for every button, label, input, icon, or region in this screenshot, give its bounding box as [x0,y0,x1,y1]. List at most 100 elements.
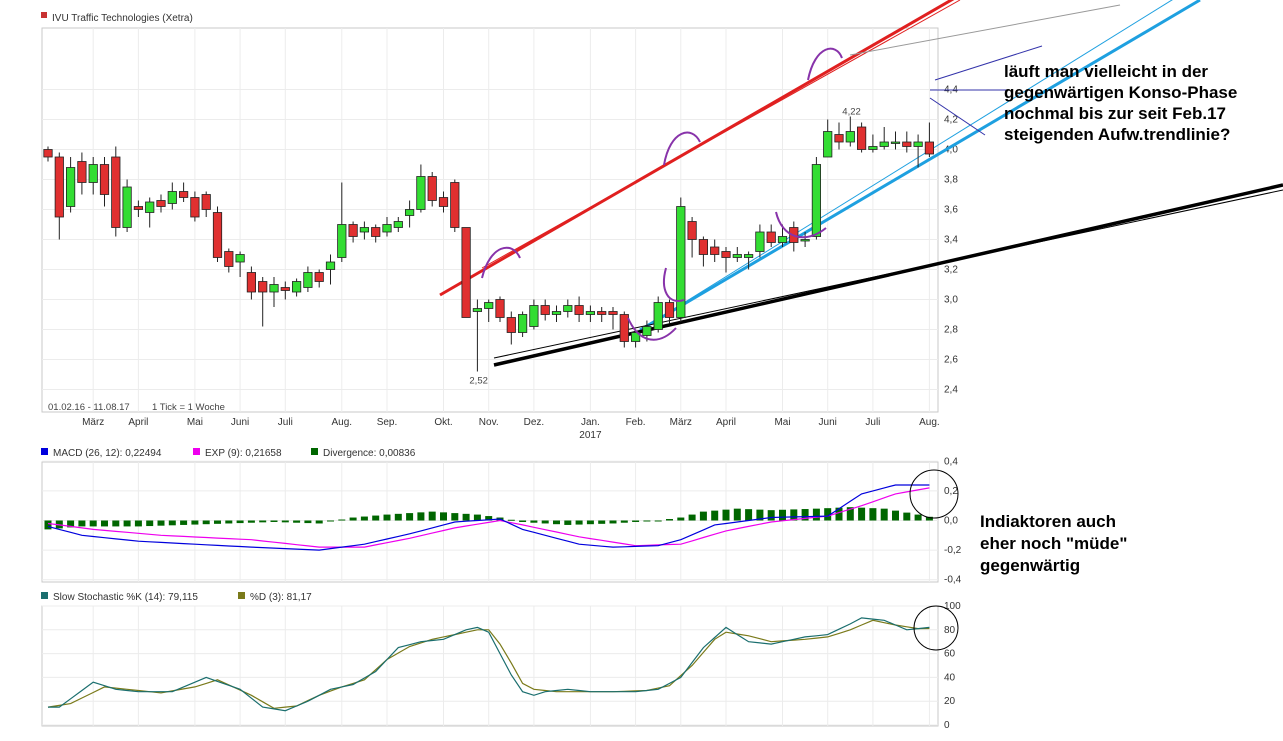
interval-label: 1 Tick = 1 Woche [152,402,225,413]
divergence-bar [654,520,662,522]
candle-body [698,239,709,255]
inner-red-channel-line [481,0,961,269]
stochastic-y-tick-label: 40 [944,672,956,683]
candle-body [438,197,449,207]
inner-blue-uptrend-line [639,0,1173,331]
stochastic-y-tick-label: 0 [944,720,950,731]
divergence-bar [123,520,131,527]
divergence-bar [824,508,832,521]
macd-legend: MACD (26, 12): 0,22494 EXP (9): 0,21658 … [41,448,416,459]
candle-body [156,200,166,207]
exp-line [47,487,930,548]
candle-body [732,254,742,258]
macd-y-tick-label: 0,4 [944,456,958,467]
divergence-bar [349,517,357,521]
note1-line-2: gegenwärtigen Konso-Phase [1004,83,1237,102]
stochastic-grid [42,605,938,726]
stochastic-highlight-circle [913,605,959,651]
stochastic-panel: 100 80 60 40 20 0 Slow Stochastic %K (14): 79… [41,592,961,731]
divergence-bar [394,513,402,521]
price-x-tick-label: März [82,417,104,428]
price-y-tick-label: 4,2 [944,115,958,126]
divergence-bar [315,520,323,524]
stochastic-y-tick-label: 80 [944,625,956,636]
candle-body [371,227,381,237]
candle-body [563,305,573,312]
price-y-tick-label: 3,2 [944,265,958,276]
stochastic-y-tick-label: 20 [944,696,956,707]
note2-line-3: gegenwärtig [980,556,1080,575]
exp-legend-label: EXP (9): 0,21658 [205,448,282,459]
divergence-bar [440,512,447,521]
divergence-bar [236,520,244,524]
candle-body [404,209,415,216]
price-y-tick-label: 2,4 [944,385,958,396]
k-swatch [41,592,48,599]
blue-slope-line [929,97,986,136]
note1-line-1: läuft man vielleicht in der [1004,62,1208,81]
candle-body [303,272,313,288]
candle-body [879,141,889,147]
divergence-bar [270,520,278,522]
macd-grid [42,460,938,582]
price-chart-title: IVU Traffic Technologies (Xetra) [52,13,193,24]
purple-arc-5 [663,267,685,302]
candle-body [145,201,155,213]
price-x-tick-label: Feb. [626,417,646,428]
candle-body [427,176,437,201]
candle-body [585,311,596,315]
candle-body [495,299,505,318]
price-x-tick-label: Juni [819,417,837,428]
candle-body [913,141,923,147]
blue-uptrend-line [639,0,1201,332]
candle-body [66,167,76,207]
divergence-bar [643,520,651,522]
candle-body [902,141,912,147]
candle-body [811,164,822,237]
divergence-bar [632,520,640,522]
candle-body [834,134,844,143]
divergence-bar [214,520,221,524]
note2-line-2: eher noch "müde" [980,534,1127,553]
divergence-bar [451,513,459,521]
divergence-bar [372,515,380,521]
candle-body [291,281,302,293]
price-x-tick-label: März [670,417,692,428]
divergence-bar [89,520,97,527]
divergence-bar [406,513,414,521]
candle-body [642,326,652,336]
macd-highlight-circle [909,469,959,519]
candle-body [190,197,200,218]
divergence-bar [564,520,572,525]
macd-y-tick-label: -0,2 [944,545,962,556]
divergence-bar [304,520,312,524]
candle-body [382,224,392,233]
divergence-bar [801,509,809,521]
divergence-bar [417,512,425,521]
divergence-swatch [311,448,318,455]
divergence-bar [191,520,199,525]
price-x-tick-label: Okt. [434,417,452,428]
macd-panel: 0,4 0,2 0,0 -0,2 -0,4 MACD (26, 12): 0,22494… [41,448,962,586]
price-panel: 2,42,62,83,03,23,43,63,84,04,24,4 März Ap… [41,0,1283,441]
divergence-bar [112,520,120,527]
divergence-bar [586,520,594,525]
price-y-tick-label: 3,8 [944,175,958,186]
candle-body [551,311,562,315]
candle-body [258,281,268,293]
candle-body [924,141,935,155]
divergence-legend-label: Divergence: 0,00836 [323,448,416,459]
divergence-bar [779,509,786,521]
divergence-bar [609,520,617,524]
price-x-tick-label: Aug. [332,417,353,428]
stochastic-y-tick-label: 60 [944,649,956,660]
high-annotation: 4,22 [842,107,861,118]
candle-body [664,302,675,318]
divergence-bar [225,520,233,524]
annotation-note-2: Indiaktoren auch eher noch "müde" gegenw… [980,512,1127,575]
divergence-bar [168,520,176,526]
candle-body [868,146,878,150]
price-panel-frame [41,27,939,413]
candle-body [201,194,211,210]
stochastic-panel-frame [41,605,939,727]
